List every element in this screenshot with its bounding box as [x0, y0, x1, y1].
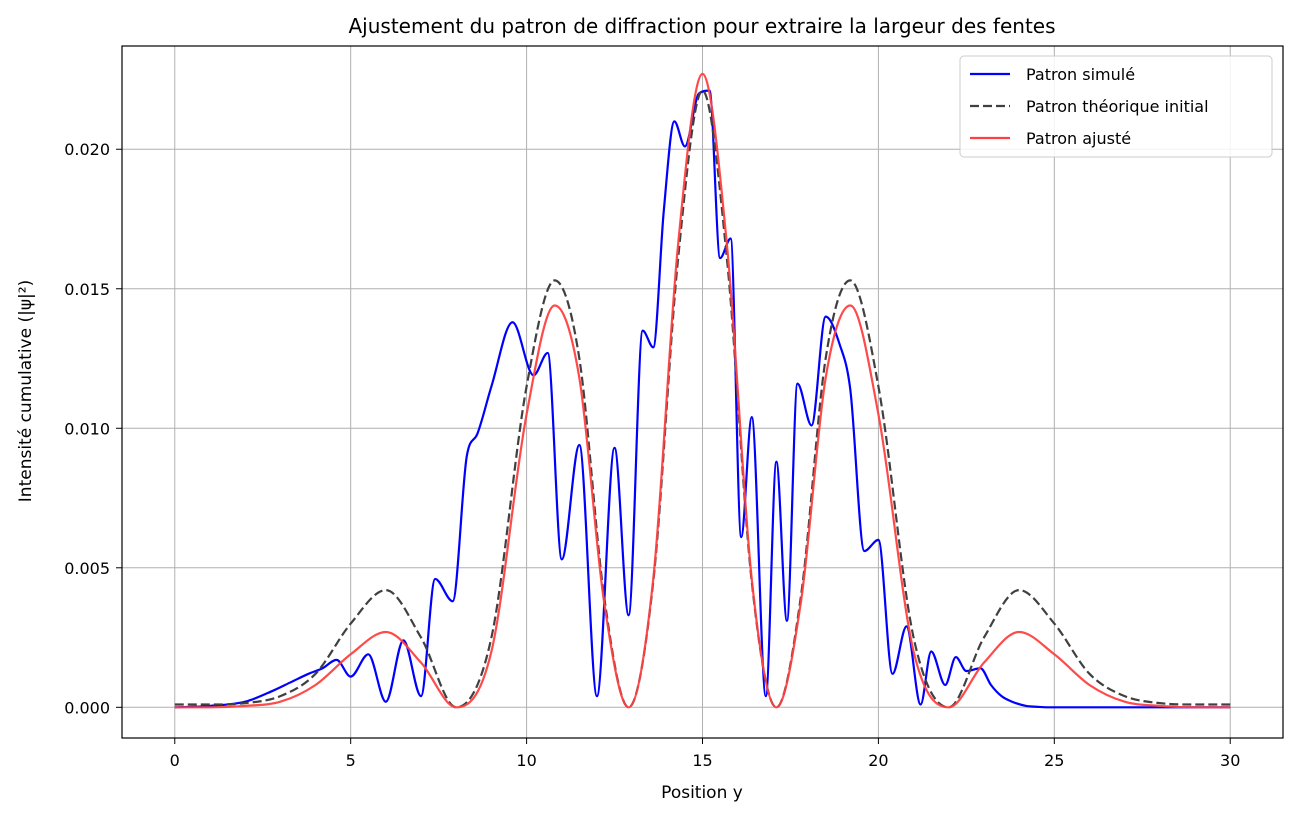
- x-axis-title: Position y: [661, 783, 743, 803]
- series-initial-theory-line: [174, 89, 1231, 709]
- x-tick-label: 0: [170, 751, 180, 770]
- y-axis-ticks: 0.000 0.005 0.010 0.015 0.020: [64, 140, 122, 717]
- x-tick-label: 20: [868, 751, 888, 770]
- x-tick-label: 5: [346, 751, 356, 770]
- y-tick-label: 0.000: [64, 698, 110, 717]
- legend-label: Patron simulé: [1026, 65, 1135, 84]
- y-tick-label: 0.005: [64, 559, 110, 578]
- legend-label: Patron ajusté: [1026, 129, 1131, 148]
- legend: Patron simulé Patron théorique initial Pat…: [959, 55, 1273, 158]
- x-tick-label: 30: [1220, 751, 1240, 770]
- x-tick-label: 25: [1044, 751, 1064, 770]
- series-simulated-line: [174, 89, 1231, 709]
- x-tick-label: 10: [516, 751, 536, 770]
- x-axis-ticks: 0 5 10 15 20 25 30: [170, 738, 1240, 770]
- legend-label: Patron théorique initial: [1026, 97, 1209, 116]
- y-tick-label: 0.020: [64, 140, 110, 159]
- legend-box: [959, 55, 1273, 158]
- series-fitted-line: [174, 72, 1231, 709]
- y-tick-label: 0.015: [64, 280, 110, 299]
- y-axis-title: Intensité cumulative (|ψ|²): [16, 280, 36, 502]
- y-tick-label: 0.010: [64, 419, 110, 438]
- chart-title: Ajustement du patron de diffraction pour…: [348, 14, 1055, 38]
- x-tick-label: 15: [692, 751, 712, 770]
- plot-lines: [174, 72, 1231, 709]
